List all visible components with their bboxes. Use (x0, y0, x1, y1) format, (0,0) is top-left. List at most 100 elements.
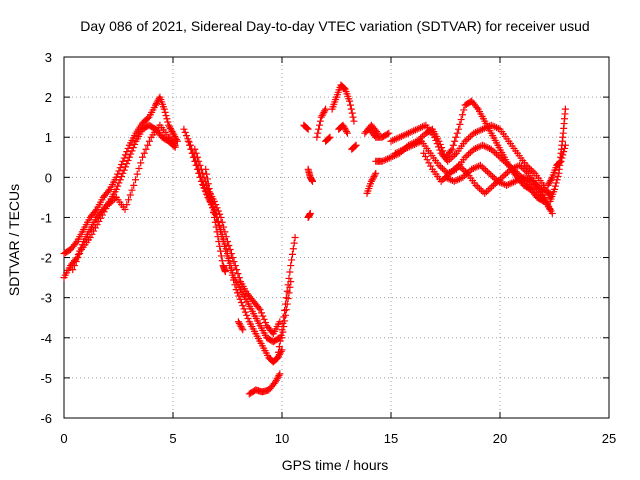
data-point-plus (130, 181, 138, 189)
data-point-plus (240, 305, 248, 313)
data-point-plus (276, 370, 284, 378)
x-tick-label: 20 (493, 431, 507, 446)
data-point-plus (207, 194, 215, 202)
data-point-plus (371, 171, 379, 179)
data-point-plus (459, 111, 467, 119)
data-point-plus (229, 269, 237, 277)
data-point-plus (449, 141, 457, 149)
data-point-plus (239, 326, 247, 334)
data-point-plus (465, 134, 473, 142)
data-point-plus (70, 262, 78, 270)
data-point-plus (285, 274, 293, 282)
data-point-plus (289, 245, 297, 253)
data-point-plus (255, 304, 263, 312)
data-point-plus (481, 189, 489, 197)
data-point-plus (290, 239, 298, 247)
data-point-plus (234, 270, 242, 278)
data-point-plus (126, 191, 134, 199)
data-point-plus (183, 132, 191, 140)
data-point-plus (453, 129, 461, 137)
data-point-plus (306, 209, 314, 217)
data-point-plus (553, 176, 561, 184)
data-point-plus (116, 164, 124, 172)
data-point-plus (203, 175, 211, 183)
data-point-plus (138, 153, 146, 161)
data-point-plus (164, 118, 172, 126)
data-point-plus (488, 183, 496, 191)
data-point-plus (226, 246, 234, 254)
data-point-plus (288, 256, 296, 264)
data-point-plus (343, 129, 351, 137)
data-point-plus (234, 289, 242, 297)
data-point-plus (221, 228, 229, 236)
data-point-plus (129, 144, 137, 152)
data-point-plus (321, 107, 329, 115)
data-point-plus (438, 165, 446, 173)
data-point-plus (346, 97, 354, 105)
data-point-plus (239, 302, 247, 310)
data-point-plus (227, 250, 235, 258)
data-point-plus (529, 168, 537, 176)
data-point-plus (315, 121, 323, 129)
data-point-plus (279, 328, 287, 336)
data-point-plus (325, 134, 333, 142)
axis-ticks: 0 5 10 15 20 25 -6 -5 -4 -3 -2 -1 0 1 2 3 (40, 50, 616, 446)
data-point-plus (193, 153, 201, 161)
data-point-plus (204, 180, 212, 188)
data-point-plus (557, 157, 565, 165)
data-point-plus (225, 242, 233, 250)
data-point-plus (192, 149, 200, 157)
data-point-plus (280, 313, 288, 321)
data-point-plus (448, 145, 456, 153)
x-tick-label: 15 (384, 431, 398, 446)
data-point-plus (135, 165, 143, 173)
data-point-plus (460, 106, 468, 114)
data-point-plus (315, 125, 323, 133)
data-series-sdtvar (60, 81, 569, 398)
data-point-plus (214, 217, 222, 225)
data-point-plus (384, 130, 392, 138)
data-point-plus (231, 262, 239, 270)
data-point-plus (133, 170, 141, 178)
data-point-plus (161, 108, 169, 116)
data-point-plus (212, 201, 220, 209)
data-point-plus (208, 199, 216, 207)
data-point-plus (119, 169, 127, 177)
data-point-plus (561, 105, 569, 113)
data-point-plus (116, 176, 124, 184)
data-point-plus (466, 132, 474, 140)
data-point-plus (556, 158, 564, 166)
data-point-plus (125, 196, 133, 204)
data-point-plus (180, 125, 188, 133)
data-point-plus (431, 133, 439, 141)
data-point-plus (244, 315, 252, 323)
data-point-plus (118, 173, 126, 181)
y-tick-label: 3 (45, 50, 52, 65)
data-point-plus (123, 160, 131, 168)
data-point-plus (160, 105, 168, 113)
data-point-plus (128, 186, 136, 194)
data-point-plus (433, 140, 441, 148)
data-point-plus (114, 170, 122, 178)
y-tick-label: 0 (45, 170, 52, 185)
data-point-plus (217, 252, 225, 260)
x-tick-label: 5 (169, 431, 176, 446)
data-point-plus (235, 292, 243, 300)
data-point-plus (119, 157, 127, 165)
data-point-plus (304, 125, 312, 133)
data-point-plus (123, 148, 131, 156)
data-point-plus (352, 141, 360, 149)
data-point-plus (144, 141, 152, 149)
data-point-plus (303, 124, 311, 132)
data-point-plus (322, 105, 330, 113)
data-point-plus (561, 141, 569, 149)
data-point-plus (259, 312, 267, 320)
data-point-plus (486, 185, 494, 193)
y-axis-label: SDTVAR / TECUs (6, 184, 22, 296)
data-point-plus (452, 133, 460, 141)
y-tick-label: -6 (40, 411, 52, 426)
data-point-plus (281, 317, 289, 325)
data-point-plus (199, 169, 207, 177)
data-point-plus (374, 129, 382, 137)
data-point-plus (275, 371, 283, 379)
